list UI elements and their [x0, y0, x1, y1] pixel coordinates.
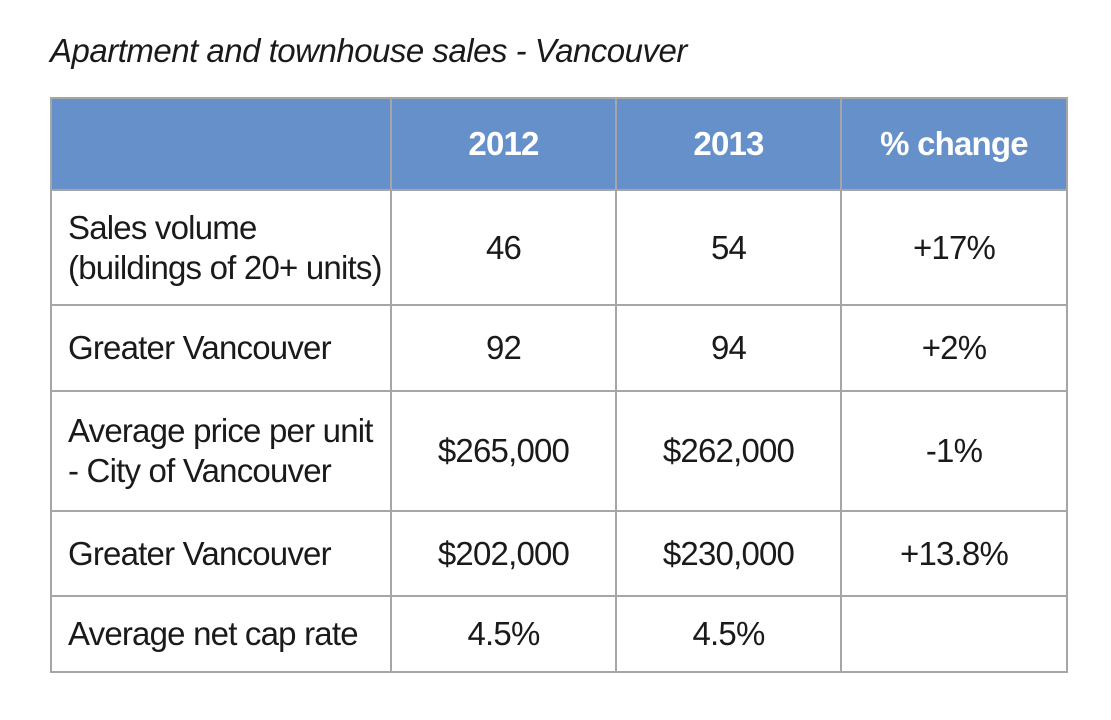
table-row: Average net cap rate 4.5% 4.5% [50, 595, 1068, 673]
cell-change: +13.8% [840, 510, 1068, 597]
cell-2012: 46 [390, 189, 617, 306]
cell-2012: 92 [390, 304, 617, 392]
row-label-line: Average price per unit [68, 412, 373, 449]
row-label-line: Sales volume [68, 208, 257, 246]
row-label-line: Greater Vancouver [68, 534, 332, 572]
cell-2013: 54 [615, 189, 842, 306]
row-label: Average price per unit - City of Vancouv… [50, 390, 392, 512]
table-row: Average price per unit - City of Vancouv… [50, 390, 1068, 512]
table-row: Greater Vancouver $202,000 $230,000 +13.… [50, 510, 1068, 597]
cell-2013: 4.5% [615, 595, 842, 673]
row-label: Greater Vancouver [50, 304, 392, 392]
row-label: Greater Vancouver [50, 510, 392, 597]
row-label-line: Greater Vancouver [68, 329, 332, 366]
cell-2012: $202,000 [390, 510, 617, 597]
cell-change: +2% [840, 304, 1068, 392]
cell-2013: $262,000 [615, 390, 842, 512]
header-cell-2012: 2012 [390, 97, 617, 191]
cell-2013: $230,000 [615, 510, 842, 597]
table-row: Sales volume (buildings of 20+ units) 46… [50, 189, 1068, 306]
cell-change: +17% [840, 189, 1068, 306]
header-cell-label [50, 97, 392, 191]
header-cell-2013: 2013 [615, 97, 842, 191]
cell-change [840, 595, 1068, 673]
table-title: Apartment and townhouse sales - Vancouve… [50, 32, 687, 69]
cell-change: -1% [840, 390, 1068, 512]
cell-2012: $265,000 [390, 390, 617, 512]
table-row: Greater Vancouver 92 94 +2% [50, 304, 1068, 392]
cell-2012: 4.5% [390, 595, 617, 673]
sales-table: 2012 2013 % change Sales volume (buildin… [50, 97, 1068, 673]
row-label: Sales volume (buildings of 20+ units) [50, 189, 392, 306]
row-label-line: Average net cap rate [68, 615, 359, 652]
row-label-line: - City of Vancouver [68, 452, 332, 489]
header-cell-change: % change [840, 97, 1068, 191]
cell-2013: 94 [615, 304, 842, 392]
header-row: 2012 2013 % change [50, 97, 1068, 191]
row-label-line: (buildings of 20+ units) [68, 248, 383, 286]
row-label: Average net cap rate [50, 595, 392, 673]
